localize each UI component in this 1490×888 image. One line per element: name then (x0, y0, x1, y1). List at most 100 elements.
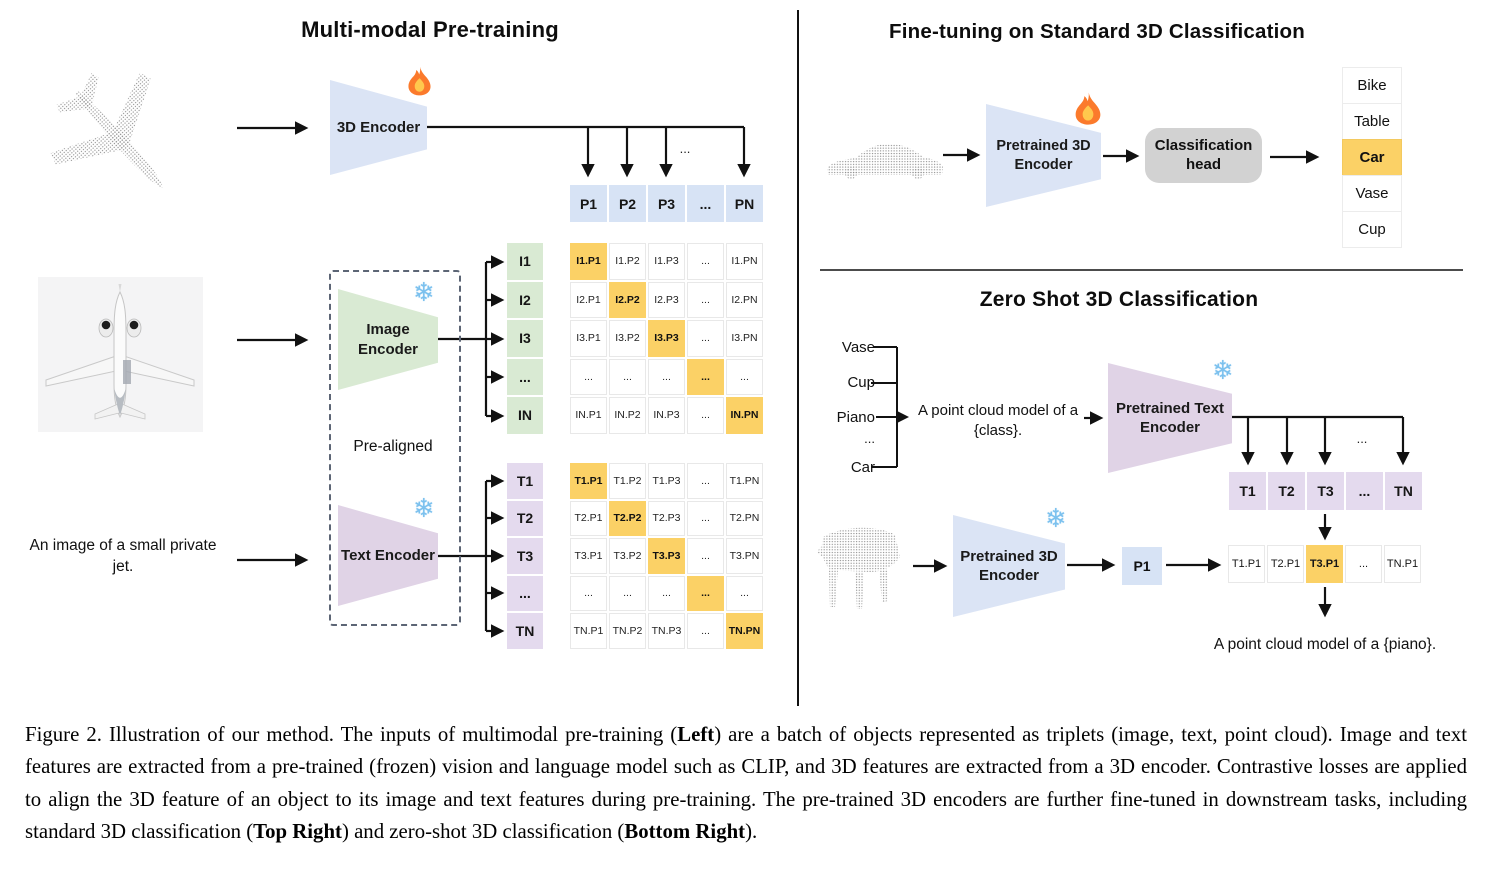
i-label-cell: I1 (507, 243, 543, 280)
image-similarity-cell: IN.PN (726, 397, 763, 434)
fire-icon (1075, 92, 1101, 125)
classification-head-label: Classification head (1154, 136, 1253, 173)
airplane-top-view (45, 284, 195, 420)
snowflake-icon: ❄ (1212, 356, 1234, 386)
text-similarity-cell: T3.P3 (648, 538, 685, 574)
prompt-class-label: Car (850, 459, 875, 476)
pre-aligned-label: Pre-aligned (353, 438, 433, 455)
image-similarity-cell: I3.P2 (609, 320, 646, 357)
image-similarity-cell: I1.P2 (609, 243, 646, 280)
text-similarity-cell: ... (687, 575, 724, 611)
caption-bold-segment: Left (677, 723, 715, 746)
t-label-cell: TN (507, 613, 543, 649)
image-similarity-cell: ... (687, 281, 724, 318)
image-similarity-cell: I2.P2 (609, 281, 646, 318)
p-cell: ... (687, 185, 724, 222)
image-similarity-cell: I3.P1 (570, 320, 607, 357)
caption-bold-segment: Bottom Right (624, 820, 746, 844)
zeroshot-similarity-cell: T1.P1 (1228, 545, 1265, 583)
image-similarity-cell: I2.P1 (570, 281, 607, 318)
text-similarity-cell: T1.P1 (570, 463, 607, 499)
text-similarity-cell: T2.P2 (609, 500, 646, 536)
prompt-text: A point cloud model of a {class}. (917, 402, 1079, 440)
zeroshot-similarity-row: T1.P1 T2.P1 T3.P1... TN.P1 (1228, 545, 1421, 583)
class-list-item: Car (1342, 139, 1402, 176)
image-similarity-cell: ... (687, 320, 724, 357)
image-similarity-cell: IN.P2 (609, 397, 646, 434)
zeroshot-similarity-cell: T3.P1 (1306, 545, 1343, 583)
zeroshot-similarity-cell: ... (1345, 545, 1382, 583)
caption-bold-segment: Top Right (253, 820, 342, 844)
text-similarity-cell: T3.P2 (609, 538, 646, 574)
left-section-title: Multi-modal Pre-training (301, 17, 559, 42)
p-cell: PN (726, 185, 763, 222)
p-cell: P3 (648, 185, 685, 222)
image-similarity-cell: ... (609, 358, 646, 395)
zeroshot-t-cell: ... (1346, 472, 1383, 510)
text-similarity-cell: ... (648, 575, 685, 611)
text-similarity-cell: T3.P1 (570, 538, 607, 574)
top-right-section-title: Fine-tuning on Standard 3D Classificatio… (889, 20, 1305, 43)
fire-icon (408, 66, 431, 96)
image-similarity-cell: IN.P3 (648, 397, 685, 434)
piano-point-cloud (817, 527, 900, 609)
image-feature-column: I1 I2 I3... IN (507, 243, 543, 434)
class-list-item: Table (1342, 103, 1402, 140)
i-label-cell: I3 (507, 320, 543, 357)
text-similarity-cell: ... (726, 575, 763, 611)
image-similarity-cell: ... (570, 358, 607, 395)
text-input-caption: An image of a small private jet. (29, 537, 217, 575)
image-similarity-cell: I2.PN (726, 281, 763, 318)
image-similarity-cell: ... (648, 358, 685, 395)
image-similarity-cell: I1.P3 (648, 243, 685, 280)
t-label-cell: T1 (507, 463, 543, 499)
airplane-photo (38, 277, 203, 432)
text-similarity-cell: T1.P3 (648, 463, 685, 499)
prompt-class-label: ... (864, 431, 875, 446)
image-point-similarity-matrix: I1.P1 I1.P2 I1.P3... I1.PN I2.P1 I2.P2 I2.P3..… (570, 243, 763, 434)
text-similarity-cell: ... (687, 463, 724, 499)
text-similarity-cell: ... (687, 613, 724, 649)
i-label-cell: ... (507, 358, 543, 395)
text-similarity-cell: ... (687, 500, 724, 536)
t-label-cell: T3 (507, 538, 543, 574)
zeroshot-t-cell: T2 (1268, 472, 1305, 510)
image-similarity-cell: I3.P3 (648, 320, 685, 357)
image-similarity-cell: I1.P1 (570, 243, 607, 280)
zeroshot-similarity-cell: T2.P1 (1267, 545, 1304, 583)
zeroshot-similarity-cell: TN.P1 (1384, 545, 1421, 583)
branch-ellipsis: ... (679, 141, 691, 156)
zeroshot-t-cell: T3 (1307, 472, 1344, 510)
prompt-class-label: Vase (841, 339, 875, 356)
text-similarity-cell: ... (570, 575, 607, 611)
text-similarity-cell: ... (687, 538, 724, 574)
i-label-cell: I2 (507, 281, 543, 318)
zeroshot-t-cell: T1 (1229, 472, 1266, 510)
bottom-right-section-title: Zero Shot 3D Classification (979, 288, 1259, 311)
text-similarity-cell: TN.PN (726, 613, 763, 649)
text-encoder-label: Text Encoder (341, 546, 435, 564)
zeroshot-t-cell: TN (1385, 472, 1422, 510)
pretrained-text-encoder-label: Pretrained Text Encoder (1115, 399, 1225, 437)
image-encoder-label: Image Encoder (357, 321, 418, 358)
pre-aligned-box (329, 270, 461, 626)
text-feature-column: T1 T2 T3... TN (507, 463, 543, 649)
figure-caption: Figure 2. Illustration of our method. Th… (25, 719, 1467, 849)
text-similarity-cell: TN.P3 (648, 613, 685, 649)
t-label-cell: T2 (507, 500, 543, 536)
snowflake-icon: ❄ (413, 278, 435, 308)
zeroshot-output-text: A point cloud model of a {piano}. (1213, 636, 1437, 653)
p-cell: P1 (570, 185, 607, 222)
prompt-class-label: Piano (836, 409, 875, 426)
caption-segment: ). (745, 820, 758, 844)
pretrained-3d-encoder-zeroshot-label: Pretrained 3D Encoder (960, 547, 1058, 585)
snowflake-icon: ❄ (413, 494, 435, 524)
class-list-item: Cup (1342, 211, 1402, 248)
i-label-cell: IN (507, 397, 543, 434)
class-list-item: Vase (1342, 175, 1402, 212)
classification-head: Classification head (1145, 128, 1262, 183)
airplane-point-cloud (50, 72, 164, 189)
car-point-cloud (827, 143, 943, 179)
image-similarity-cell: ... (687, 397, 724, 434)
